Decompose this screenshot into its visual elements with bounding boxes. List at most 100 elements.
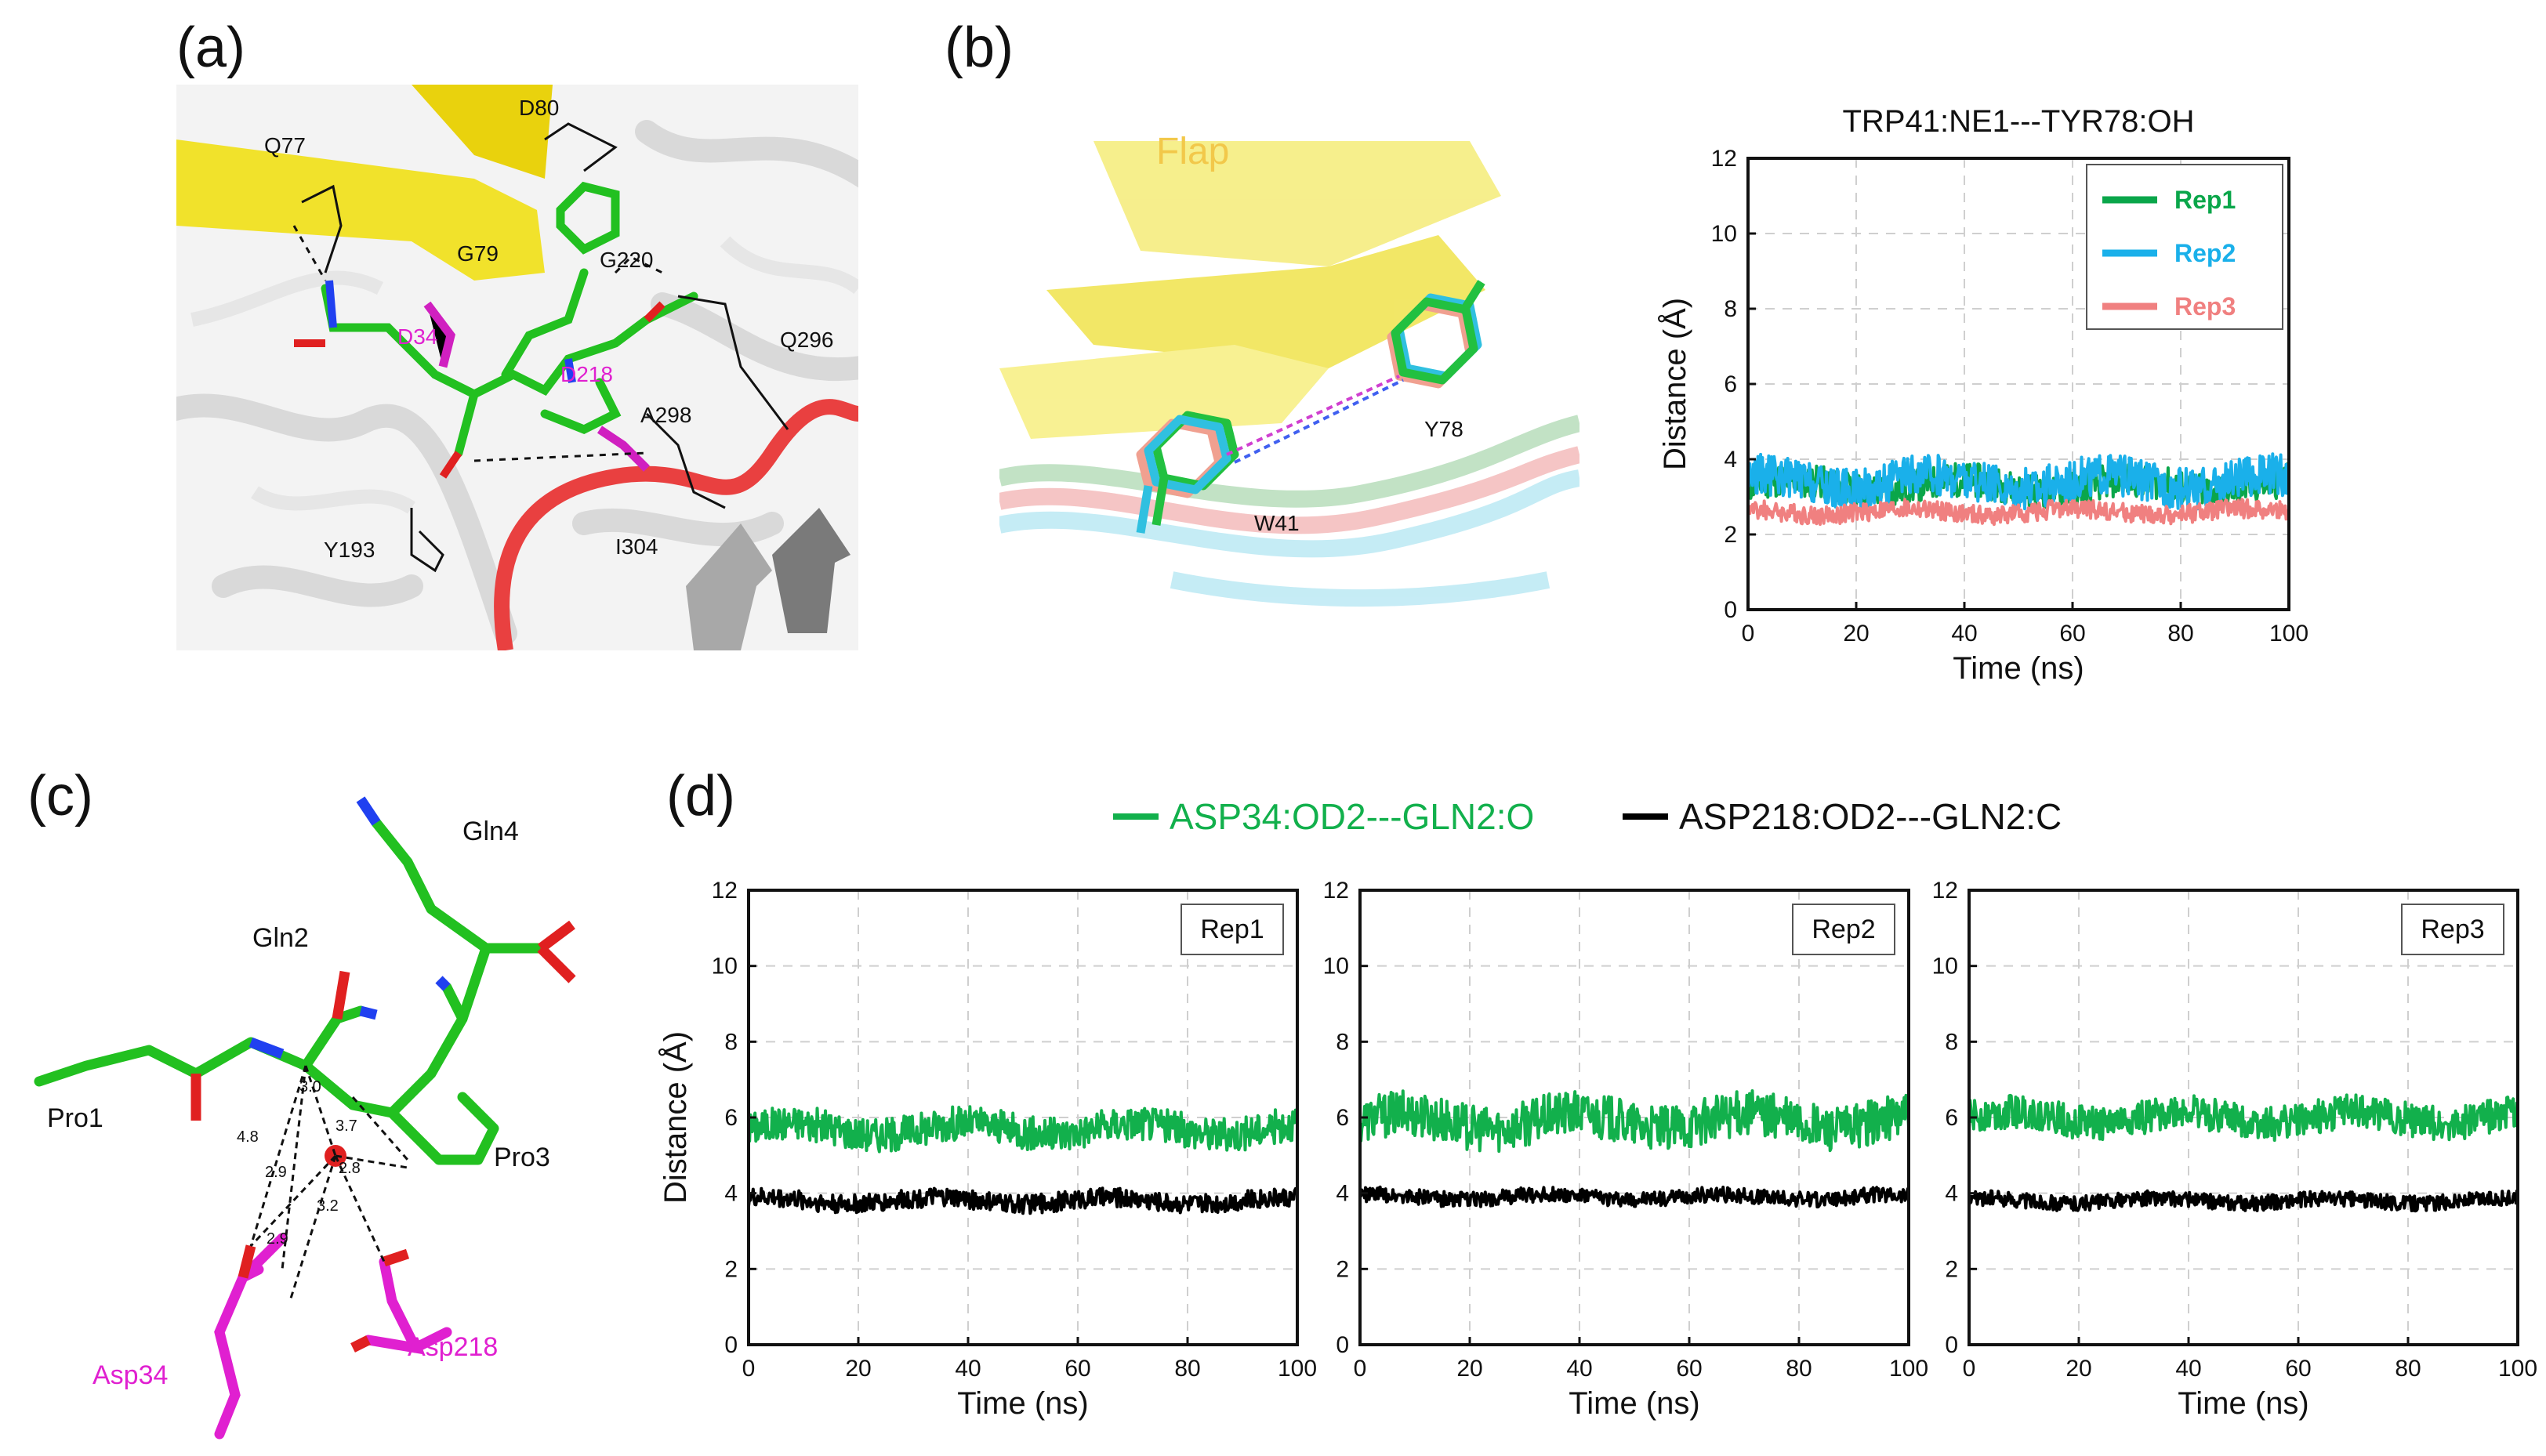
x-tick-label: 0 <box>742 1356 756 1382</box>
y-axis-label: Distance (Å) <box>658 1031 693 1204</box>
residue-label-g79: G79 <box>457 241 499 266</box>
x-axis-label: Time (ns) <box>957 1386 1088 1421</box>
x-tick-label: 20 <box>1843 621 1869 647</box>
residue-label-g220: G220 <box>600 248 654 272</box>
series-line-asp218-od2-gln2-c <box>1968 1189 2519 1213</box>
x-tick-label: 0 <box>1354 1356 1367 1382</box>
legend-label: Rep2 <box>2174 239 2236 267</box>
x-tick-label: 60 <box>2059 621 2085 647</box>
y-tick-label: 6 <box>1945 1105 1958 1131</box>
y-tick-label: 8 <box>1724 296 1737 322</box>
x-tick-label: 20 <box>1456 1356 1482 1382</box>
x-tick-label: 20 <box>2065 1356 2091 1382</box>
panel-c-structure-image: Gln4 Gln2 Pro1 Pro3 Asp34 Asp218 3.0 3.7… <box>24 752 627 1450</box>
x-axis-label: Time (ns) <box>1953 651 2084 686</box>
panel-c-label: (c) <box>27 765 93 828</box>
residue-label-q77: Q77 <box>264 133 306 158</box>
y-tick-label: 4 <box>1724 447 1737 473</box>
panel-b-structure-art <box>999 141 1579 607</box>
y-axis-label: Distance (Å) <box>1657 298 1692 470</box>
panel-b-structure-image: Flap Y78 W41 <box>999 110 1579 635</box>
x-tick-label: 100 <box>2269 621 2308 647</box>
x-tick-label: 100 <box>1889 1356 1928 1382</box>
y-tick-label: 6 <box>1724 371 1737 397</box>
distance-label: 3.0 <box>299 1078 321 1096</box>
series-line-asp34-od2-gln2-o <box>1968 1093 2519 1143</box>
legend-item-asp218: ASP218:OD2---GLN2:C <box>1623 795 2062 838</box>
distance-label: 2.8 <box>339 1160 361 1177</box>
x-tick-label: 100 <box>1278 1356 1317 1382</box>
residue-label-y193: Y193 <box>324 538 375 562</box>
chart-b-root: 0 20 40 60 80 100 0 2 4 6 8 10 12 Time (ns) Distance (… <box>1657 104 2308 686</box>
rep-label-box <box>2401 904 2504 955</box>
panel-a-label: (a) <box>176 16 245 79</box>
legend-label: Rep1 <box>2174 186 2236 214</box>
y-tick-label: 8 <box>1336 1029 1349 1055</box>
series-line-rep3 <box>1746 498 2290 527</box>
legend-label: Rep3 <box>2174 292 2236 321</box>
y-tick-label: 10 <box>712 954 738 980</box>
rep-label: Rep3 <box>2421 915 2484 944</box>
x-tick-label: 80 <box>2395 1356 2421 1382</box>
legend-item-asp34: ASP34:OD2---GLN2:O <box>1113 795 1534 838</box>
y-tick-label: 8 <box>724 1029 738 1055</box>
y-tick-label: 2 <box>1945 1256 1958 1282</box>
residue-label-gln4: Gln4 <box>462 817 519 846</box>
residue-label-d218: D218 <box>560 362 613 386</box>
y-tick-label: 4 <box>1336 1181 1349 1207</box>
y-tick-label: 4 <box>1945 1181 1958 1207</box>
x-tick-label: 100 <box>2498 1356 2537 1382</box>
panel-d-label: (d) <box>666 765 735 828</box>
y-tick-label: 0 <box>1945 1332 1958 1358</box>
residue-label-d80: D80 <box>519 96 560 120</box>
legend-swatch-black <box>1623 813 1668 820</box>
panel-c-structure-art <box>34 796 576 1440</box>
x-tick-label: 60 <box>1676 1356 1702 1382</box>
residue-label-d34: D34 <box>397 324 438 349</box>
residue-label-q296: Q296 <box>780 328 834 352</box>
panel-b-label: (b) <box>945 16 1014 79</box>
y-tick-label: 10 <box>1932 954 1958 980</box>
y-tick-label: 12 <box>1323 878 1349 904</box>
x-tick-label: 40 <box>955 1356 981 1382</box>
x-tick-label: 80 <box>1786 1356 1812 1382</box>
legend-swatch-green <box>1113 813 1159 820</box>
legend-text-asp34: ASP34:OD2---GLN2:O <box>1170 796 1535 837</box>
legend-box <box>2086 164 2283 330</box>
panel-a-structure-art <box>176 85 858 650</box>
flap-label: Flap <box>1156 131 1230 172</box>
x-tick-label: 80 <box>2167 621 2193 647</box>
y-tick-label: 12 <box>1932 878 1958 904</box>
series-line-asp34-od2-gln2-o <box>1358 1089 1910 1154</box>
x-axis-label: Time (ns) <box>1569 1386 1699 1421</box>
y-tick-label: 6 <box>724 1105 738 1131</box>
distance-label: 2.9 <box>265 1164 287 1181</box>
series-line-asp34-od2-gln2-o <box>747 1105 1299 1154</box>
x-tick-label: 40 <box>1566 1356 1592 1382</box>
series-line-asp218-od2-gln2-c <box>747 1186 1298 1215</box>
legend-text-asp218: ASP218:OD2---GLN2:C <box>1679 796 2062 837</box>
residue-label-gln2: Gln2 <box>252 923 309 953</box>
y-tick-label: 2 <box>1724 522 1737 548</box>
rep-label: Rep2 <box>1812 915 1875 944</box>
x-tick-label: 0 <box>1963 1356 1976 1382</box>
y-tick-label: 2 <box>724 1256 738 1282</box>
y-tick-label: 2 <box>1336 1256 1349 1282</box>
x-tick-label: 60 <box>2285 1356 2311 1382</box>
x-axis-label: Time (ns) <box>2178 1386 2308 1421</box>
x-tick-label: 40 <box>2175 1356 2201 1382</box>
x-tick-label: 60 <box>1064 1356 1090 1382</box>
y-tick-label: 10 <box>1711 221 1737 247</box>
panel-a-structure-image: D80 Q77 G79 G220 D34 D218 Q296 A298 Y193… <box>176 85 858 650</box>
rep-label: Rep1 <box>1200 915 1264 944</box>
rep-label-box <box>1181 904 1284 955</box>
residue-label-asp34: Asp34 <box>92 1360 169 1390</box>
y-tick-label: 12 <box>1711 146 1737 172</box>
distance-label: 2.9 <box>267 1230 288 1248</box>
residue-label-pro1: Pro1 <box>47 1103 103 1133</box>
residue-label-a298: A298 <box>640 403 692 427</box>
x-tick-label: 80 <box>1174 1356 1200 1382</box>
y-tick-label: 10 <box>1323 954 1349 980</box>
